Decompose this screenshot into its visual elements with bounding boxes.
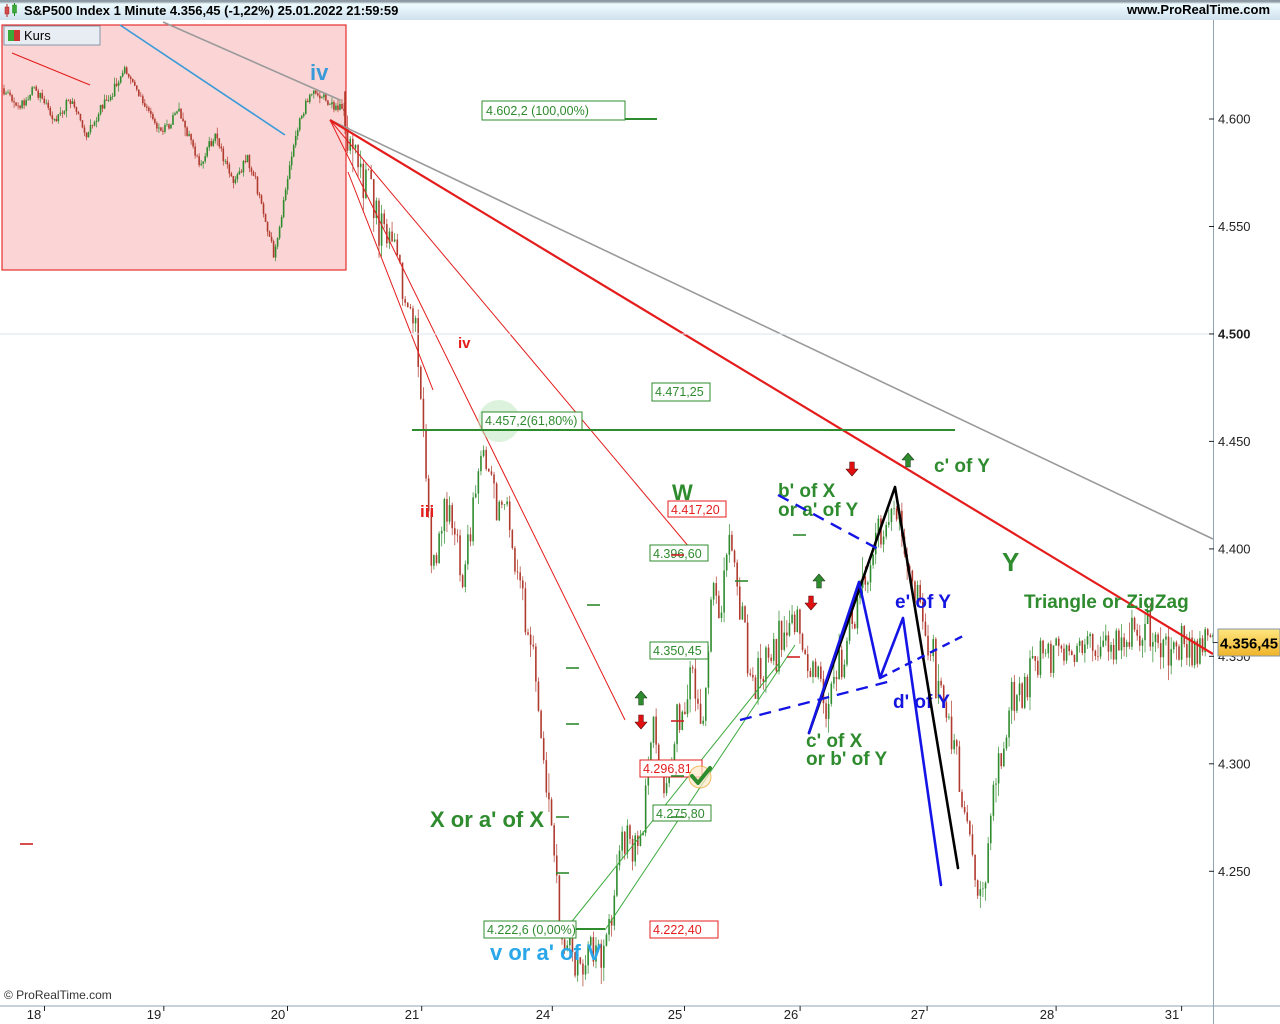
svg-text:24: 24 <box>536 1007 550 1022</box>
svg-text:4.222,40: 4.222,40 <box>653 923 702 937</box>
svg-text:Kurs: Kurs <box>24 28 51 43</box>
svg-text:4.350,45: 4.350,45 <box>653 644 702 658</box>
svg-text:27: 27 <box>911 1007 925 1022</box>
svg-text:4.296,81: 4.296,81 <box>643 762 692 776</box>
svg-text:d' of Y: d' of Y <box>893 692 950 713</box>
svg-text:c' of Y: c' of Y <box>934 456 990 477</box>
svg-text:4.300: 4.300 <box>1218 756 1251 771</box>
svg-text:4.500: 4.500 <box>1218 327 1251 342</box>
svg-text:4.222,6 (0,00%): 4.222,6 (0,00%) <box>487 923 576 937</box>
svg-text:4.250: 4.250 <box>1218 864 1251 879</box>
svg-text:e' of Y: e' of Y <box>895 592 951 613</box>
svg-text:Y: Y <box>1002 547 1019 577</box>
svg-text:19: 19 <box>147 1007 161 1022</box>
svg-text:4.356,45: 4.356,45 <box>1220 636 1278 653</box>
svg-text:31: 31 <box>1165 1007 1179 1022</box>
svg-text:28: 28 <box>1040 1007 1054 1022</box>
svg-text:26: 26 <box>784 1007 798 1022</box>
svg-text:4.275,80: 4.275,80 <box>656 807 705 821</box>
svg-text:4.396,60: 4.396,60 <box>653 547 702 561</box>
svg-text:iv: iv <box>310 60 329 85</box>
svg-text:4.450: 4.450 <box>1218 434 1251 449</box>
svg-text:iii: iii <box>420 502 434 521</box>
svg-text:v or a' of V: v or a' of V <box>490 940 602 965</box>
svg-text:or b' of Y: or b' of Y <box>806 749 888 770</box>
svg-text:4.550: 4.550 <box>1218 219 1251 234</box>
svg-text:iv: iv <box>458 335 471 352</box>
svg-text:18: 18 <box>27 1007 41 1022</box>
svg-text:4.457,2(61,80%): 4.457,2(61,80%) <box>485 414 577 428</box>
svg-text:4.417,20: 4.417,20 <box>671 503 720 517</box>
svg-text:4.602,2 (100,00%): 4.602,2 (100,00%) <box>486 104 589 118</box>
svg-text:4.471,25: 4.471,25 <box>655 385 704 399</box>
svg-text:X or a' of X: X or a' of X <box>430 807 544 832</box>
svg-text:© ProRealTime.com: © ProRealTime.com <box>4 988 112 1002</box>
svg-text:21: 21 <box>405 1007 419 1022</box>
svg-text:25: 25 <box>668 1007 682 1022</box>
svg-text:4.600: 4.600 <box>1218 112 1251 127</box>
svg-text:20: 20 <box>271 1007 285 1022</box>
svg-text:Triangle or ZigZag: Triangle or ZigZag <box>1024 592 1189 613</box>
svg-text:4.400: 4.400 <box>1218 542 1251 557</box>
